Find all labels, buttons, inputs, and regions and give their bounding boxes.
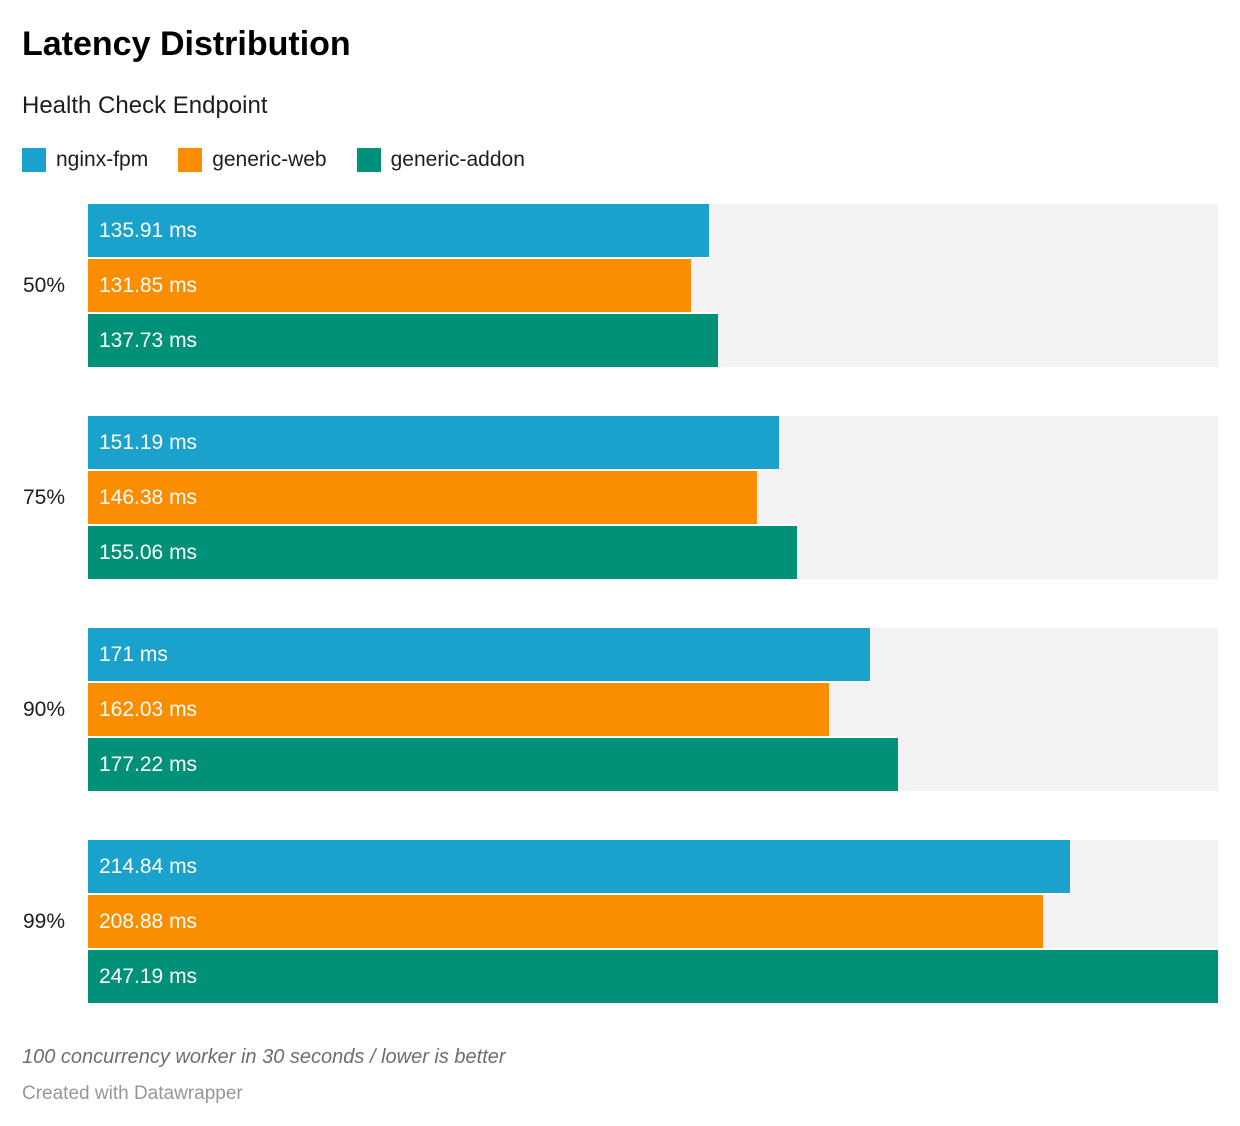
footer-note: 100 concurrency worker in 30 seconds / l…	[22, 1046, 506, 1068]
bar-generic-web: 131.85 ms	[88, 259, 691, 312]
legend-item: nginx-fpm	[22, 148, 148, 172]
legend-item: generic-web	[178, 148, 327, 172]
bar-value-label: 151.19 ms	[99, 430, 198, 454]
bar-value-label: 214.84 ms	[99, 854, 198, 878]
bar-row: 131.85 ms	[88, 259, 1218, 312]
bar-track-area: 151.19 ms 146.38 ms 155.06 ms	[88, 416, 1218, 579]
bar-value-label: 171 ms	[99, 642, 168, 666]
legend-item: generic-addon	[356, 148, 525, 172]
bar-generic-addon: 177.22 ms	[88, 738, 899, 791]
bar-value-label: 177.22 ms	[99, 752, 198, 776]
bar-group: 90% 171 ms 162.03 ms 177.22 ms	[22, 628, 1218, 791]
category-label: 99%	[22, 909, 65, 933]
bar-row: 177.22 ms	[88, 738, 1218, 791]
category-label: 90%	[22, 697, 65, 721]
bar-nginx-fpm: 171 ms	[88, 628, 870, 681]
bar-generic-addon: 137.73 ms	[88, 314, 718, 367]
bar-row: 151.19 ms	[88, 416, 1218, 469]
bar-row: 162.03 ms	[88, 683, 1218, 736]
legend-swatch-icon	[356, 148, 381, 172]
chart-title: Latency Distribution	[22, 25, 351, 63]
bar-value-label: 162.03 ms	[99, 697, 198, 721]
bar-generic-addon: 247.19 ms	[88, 950, 1218, 1003]
bar-chart: 50% 135.91 ms 131.85 ms 137.73 ms 75% 151.19 …	[22, 204, 1218, 1003]
bar-nginx-fpm: 135.91 ms	[88, 204, 710, 257]
category-label: 50%	[22, 273, 65, 297]
bar-group: 50% 135.91 ms 131.85 ms 137.73 ms	[22, 204, 1218, 367]
bar-row: 214.84 ms	[88, 840, 1218, 893]
legend-swatch-icon	[22, 148, 46, 172]
legend-item-label: nginx-fpm	[56, 148, 149, 171]
legend: nginx-fpm generic-web generic-addon	[22, 148, 1218, 172]
bar-row: 208.88 ms	[88, 895, 1218, 948]
bar-row: 155.06 ms	[88, 526, 1218, 579]
bar-track-area: 135.91 ms 131.85 ms 137.73 ms	[88, 204, 1218, 367]
legend-item-label: generic-addon	[390, 148, 525, 171]
bar-group: 99% 214.84 ms 208.88 ms 247.19 ms	[22, 840, 1218, 1003]
legend-item-label: generic-web	[212, 148, 327, 171]
bar-value-label: 247.19 ms	[99, 964, 198, 988]
bar-row: 171 ms	[88, 628, 1218, 681]
bar-nginx-fpm: 214.84 ms	[88, 840, 1071, 893]
bar-track-area: 214.84 ms 208.88 ms 247.19 ms	[88, 840, 1218, 1003]
bar-group: 75% 151.19 ms 146.38 ms 155.06 ms	[22, 416, 1218, 579]
bar-value-label: 208.88 ms	[99, 909, 198, 933]
bar-row: 247.19 ms	[88, 950, 1218, 1003]
bar-row: 137.73 ms	[88, 314, 1218, 367]
bar-row: 146.38 ms	[88, 471, 1218, 524]
bar-value-label: 155.06 ms	[99, 540, 198, 564]
legend-swatch-icon	[178, 148, 203, 172]
bar-row: 135.91 ms	[88, 204, 1218, 257]
bar-value-label: 135.91 ms	[99, 218, 198, 242]
bar-generic-web: 208.88 ms	[88, 895, 1043, 948]
bar-value-label: 131.85 ms	[99, 273, 198, 297]
bar-generic-web: 162.03 ms	[88, 683, 829, 736]
bar-track-area: 171 ms 162.03 ms 177.22 ms	[88, 628, 1218, 791]
chart-subtitle: Health Check Endpoint	[22, 92, 268, 119]
bar-generic-web: 146.38 ms	[88, 471, 758, 524]
bar-value-label: 137.73 ms	[99, 328, 198, 352]
bar-nginx-fpm: 151.19 ms	[88, 416, 780, 469]
bar-generic-addon: 155.06 ms	[88, 526, 797, 579]
category-label: 75%	[22, 485, 65, 509]
attribution-text: Created with Datawrapper	[22, 1083, 243, 1104]
bar-value-label: 146.38 ms	[99, 485, 198, 509]
